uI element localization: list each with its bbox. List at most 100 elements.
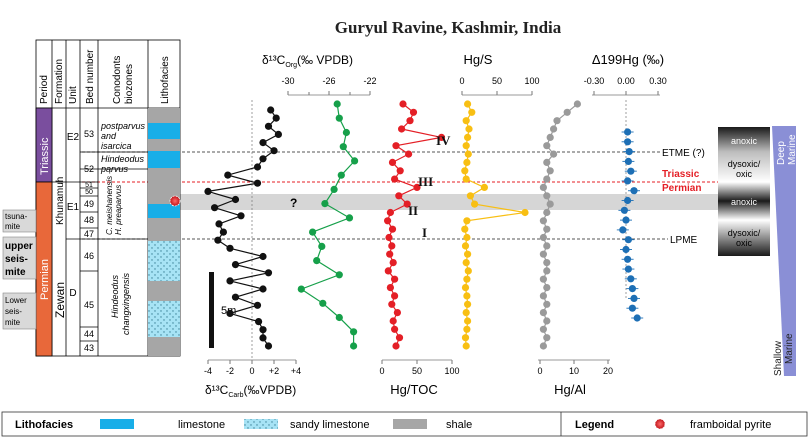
d13c-org-point bbox=[345, 214, 354, 222]
hg-s-point bbox=[464, 317, 472, 325]
d13c-carb-point bbox=[219, 228, 227, 236]
hg-s-point bbox=[461, 225, 469, 233]
legend-sandy-limestone-swatch bbox=[244, 419, 278, 429]
axis-hg-s: 0 50 100 bbox=[459, 76, 540, 96]
d13c-carb-point bbox=[259, 334, 267, 342]
event-ii: II bbox=[408, 203, 418, 218]
hg-toc-point bbox=[384, 217, 392, 225]
hg-al-point bbox=[539, 275, 548, 283]
d13c-carb-point bbox=[253, 163, 262, 171]
d13c-carb-point bbox=[259, 252, 267, 261]
axis-d199hg: -0.30 0.00 0.30 bbox=[584, 76, 667, 96]
d13c-org-point bbox=[313, 257, 321, 265]
d13c-carb-point bbox=[259, 155, 267, 163]
axis-d13c-org: -30 -26 -22 bbox=[281, 76, 377, 96]
legend-shale-swatch bbox=[393, 419, 427, 429]
hg-al-point bbox=[546, 133, 554, 141]
d13c-carb-point bbox=[224, 171, 232, 179]
hg-s-point bbox=[464, 133, 472, 141]
d13c-carb-point bbox=[259, 139, 267, 147]
hg-toc-point bbox=[388, 242, 396, 250]
hg-s-point bbox=[468, 108, 476, 116]
d13c-carb-point bbox=[270, 147, 278, 155]
tick-hg-al-2: 20 bbox=[603, 366, 613, 376]
redox-dysoxic-top-1: dysoxic/ bbox=[728, 159, 761, 169]
hg-toc-point bbox=[409, 108, 418, 116]
d13c-carb-point bbox=[204, 187, 212, 195]
hg-s-point bbox=[463, 233, 471, 242]
hg-al-point bbox=[543, 242, 551, 250]
d13c-org-point bbox=[350, 342, 358, 350]
permian-label: Permian bbox=[662, 183, 701, 194]
d13c-org-point bbox=[319, 299, 327, 307]
d13c-org-point bbox=[333, 100, 341, 108]
hg-al-point bbox=[543, 225, 551, 233]
bed-53: 53 bbox=[84, 129, 94, 139]
header-unit: Unit bbox=[68, 86, 79, 104]
d199hg-point bbox=[624, 177, 632, 185]
hg-s-point bbox=[464, 300, 472, 308]
tick-d13c-carb-0: -4 bbox=[204, 366, 212, 376]
hg-s-point bbox=[462, 259, 470, 267]
d13c-org-title: δ¹³COrg(‰ VPDB) bbox=[262, 53, 353, 69]
hg-al-point bbox=[539, 217, 548, 225]
tsunamite-box bbox=[2, 209, 37, 233]
hg-al-point bbox=[543, 192, 551, 200]
lower-seismite-box bbox=[2, 292, 37, 330]
hg-toc-point bbox=[388, 158, 397, 166]
bed-52: 52 bbox=[84, 164, 94, 174]
hg-al-point bbox=[543, 317, 551, 325]
hg-toc-point bbox=[406, 117, 414, 125]
biozone-meishanensis-2: H. preaparvus bbox=[114, 185, 123, 235]
bed-49: 49 bbox=[84, 199, 94, 209]
tick-hg-toc-1: 50 bbox=[412, 366, 422, 376]
d13c-org-line bbox=[299, 103, 356, 346]
axis-hg-al: 0 10 20 bbox=[537, 359, 613, 376]
hg-toc-point bbox=[392, 342, 400, 350]
hg-s-point bbox=[464, 150, 472, 158]
bed-46: 46 bbox=[84, 251, 94, 261]
d13c-carb-point bbox=[272, 114, 280, 122]
d199hg-title: Δ199Hg (‰) bbox=[592, 52, 664, 67]
figure-title: Guryul Ravine, Kashmir, India bbox=[335, 18, 562, 37]
d13c-org-point bbox=[321, 200, 329, 208]
d13c-org-point bbox=[337, 171, 345, 179]
bed-45: 45 bbox=[84, 300, 94, 310]
data-series bbox=[204, 100, 644, 350]
hg-s-point bbox=[463, 292, 471, 300]
hg-toc-point bbox=[437, 133, 446, 141]
legend-box bbox=[1, 411, 808, 437]
d13c-carb-point bbox=[274, 130, 282, 138]
biozone-changxingensis-2: changxingensis bbox=[121, 272, 131, 335]
legend-sandy-limestone-label: sandy limestone bbox=[290, 419, 370, 431]
tick-d13c-org-0: -30 bbox=[281, 76, 294, 86]
d13c-carb-point bbox=[264, 122, 273, 130]
d199hg-point bbox=[628, 304, 637, 312]
tick-hg-al-1: 10 bbox=[569, 366, 579, 376]
redox-dysoxic-bottom-2: oxic bbox=[736, 238, 753, 248]
d13c-carb-point bbox=[255, 318, 263, 326]
hg-s-point bbox=[463, 158, 471, 166]
header-period: Period bbox=[39, 75, 50, 104]
tsunamite-label-1: tsuna- bbox=[5, 212, 28, 221]
hg-al-point bbox=[553, 117, 561, 125]
d199hg-point bbox=[625, 148, 633, 156]
hg-al-point bbox=[539, 325, 548, 333]
d13c-org-point bbox=[318, 242, 326, 250]
hg-al-point bbox=[539, 292, 548, 300]
hg-s-point bbox=[466, 192, 474, 200]
hg-al-point bbox=[539, 342, 548, 350]
hg-toc-point bbox=[399, 100, 407, 108]
tick-d199hg-1: 0.00 bbox=[617, 76, 635, 86]
legend-pyrite-label: framboidal pyrite bbox=[690, 419, 771, 431]
deep-marine-1: Deep bbox=[776, 141, 787, 165]
period-label-permian: Permian bbox=[39, 259, 51, 300]
d199hg-point bbox=[624, 157, 633, 165]
lithology-column bbox=[148, 108, 180, 356]
bed-48: 48 bbox=[84, 215, 94, 225]
hg-toc-point bbox=[385, 233, 393, 242]
formation-khunamuh: Khunamuh bbox=[55, 177, 66, 225]
hg-toc-point bbox=[388, 300, 396, 308]
hg-s-point bbox=[461, 167, 469, 175]
hg-al-point bbox=[543, 300, 551, 308]
